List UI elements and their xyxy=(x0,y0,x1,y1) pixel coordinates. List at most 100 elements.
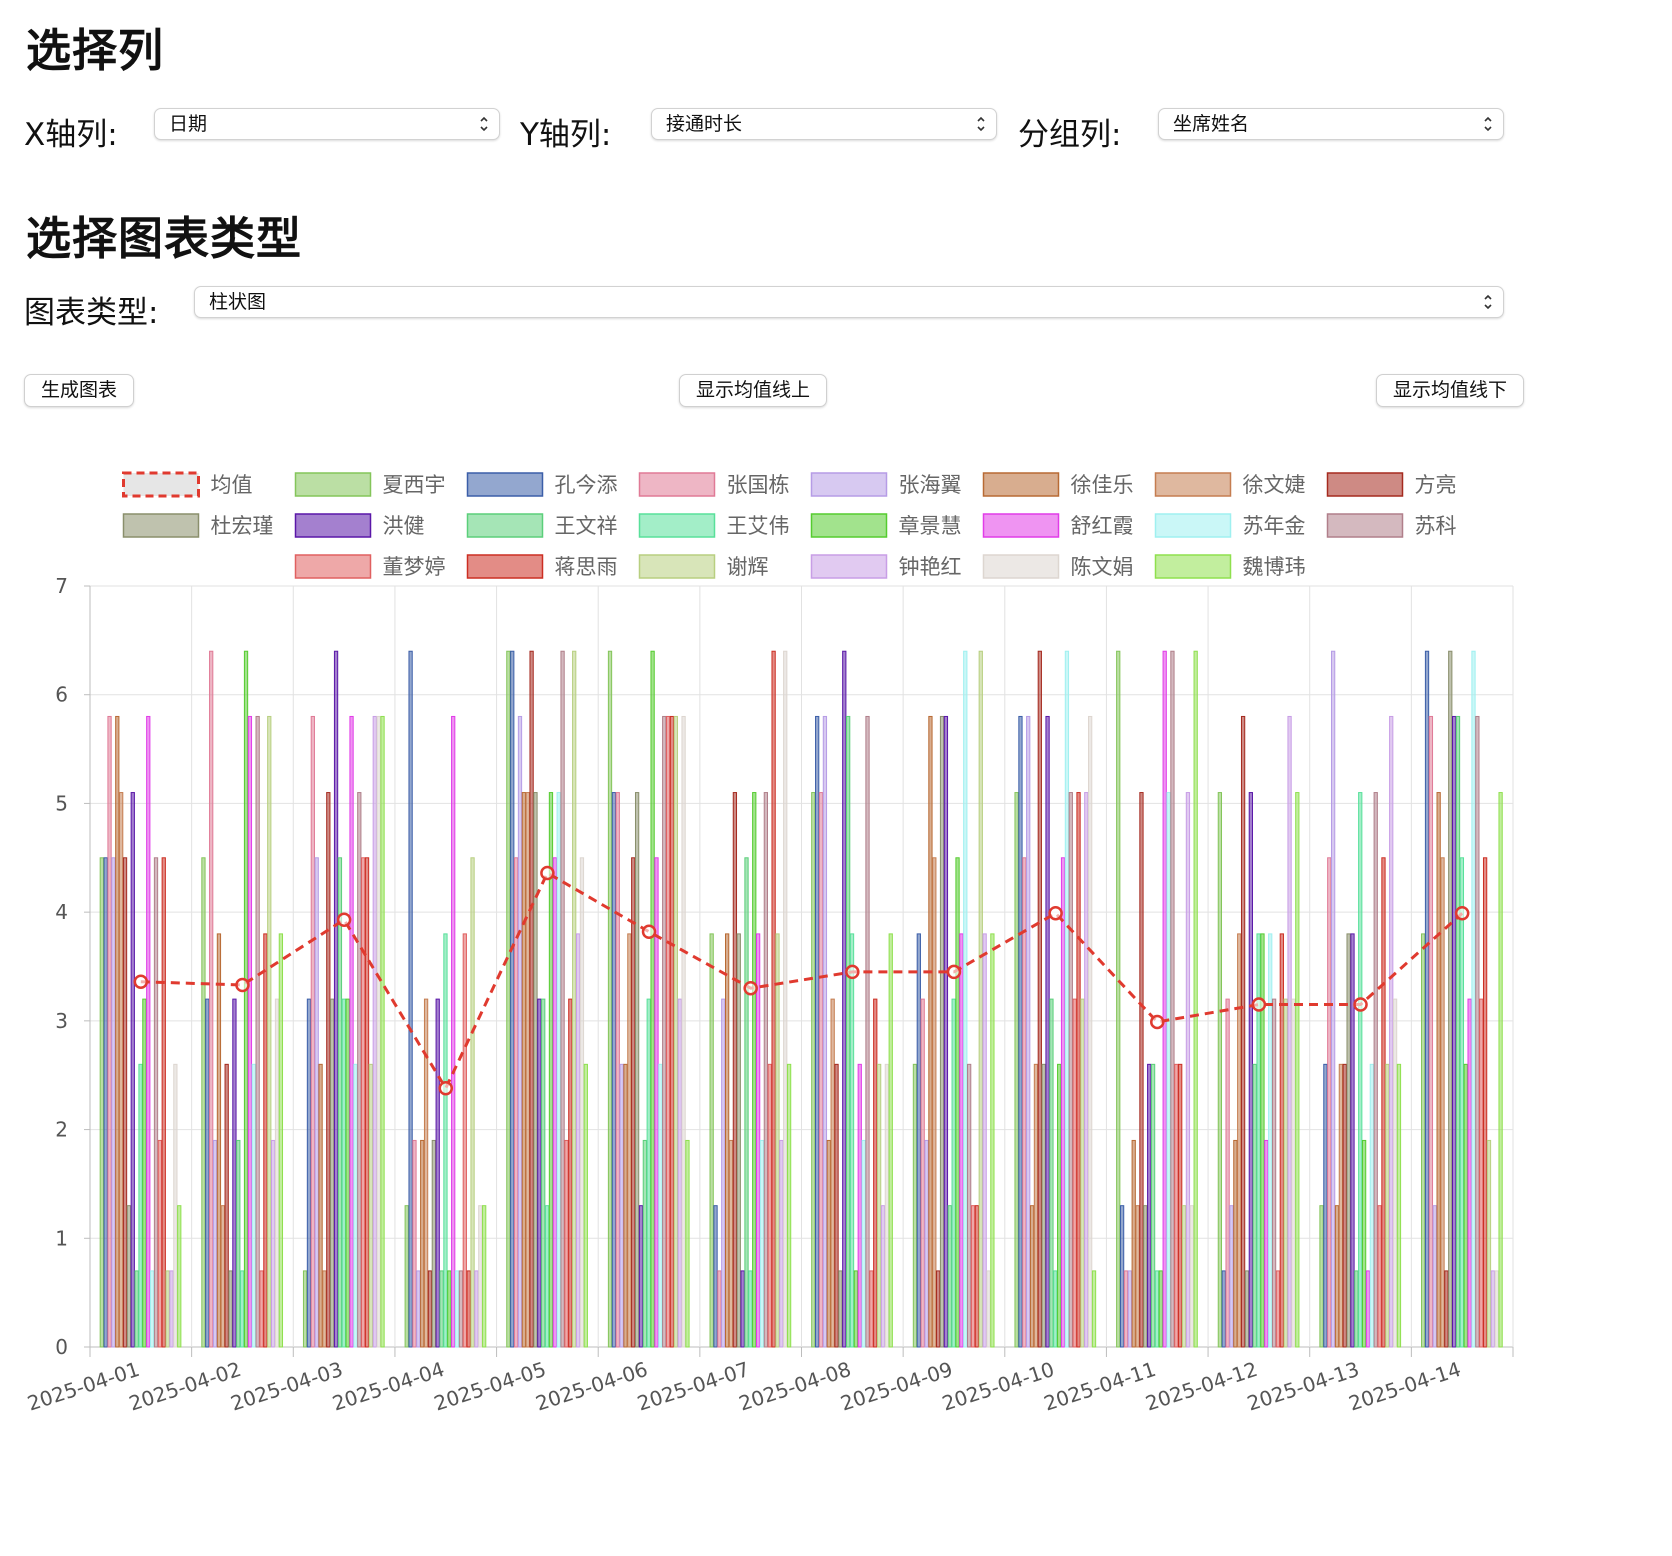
bar xyxy=(228,1270,233,1348)
bar xyxy=(1365,1270,1371,1348)
bar xyxy=(721,998,726,1348)
bar xyxy=(372,715,377,1348)
legend-swatch xyxy=(982,472,1060,497)
bar xyxy=(728,1139,734,1348)
bar xyxy=(665,715,671,1348)
bar xyxy=(1119,1205,1125,1348)
bar xyxy=(1319,1205,1324,1348)
bar xyxy=(560,650,565,1348)
bar xyxy=(1060,857,1066,1348)
bar xyxy=(815,715,820,1348)
bar xyxy=(423,998,429,1348)
legend-label: 王艾伟 xyxy=(727,514,790,538)
mean-point xyxy=(336,912,352,928)
legend-label: 张海翼 xyxy=(899,473,962,497)
bar xyxy=(205,998,210,1348)
bar xyxy=(1022,857,1027,1348)
bar xyxy=(427,1270,433,1348)
bar xyxy=(763,792,769,1348)
group-select[interactable]: 坐席姓名 xyxy=(1158,108,1504,140)
bar xyxy=(1252,1063,1257,1348)
bar xyxy=(583,1063,588,1348)
y-axis-select[interactable]: 接通时长 xyxy=(651,108,997,140)
legend-swatch xyxy=(294,472,372,497)
bar xyxy=(884,1063,890,1348)
bar xyxy=(1471,650,1476,1348)
y-tick-label: 0 xyxy=(55,1335,68,1359)
bar xyxy=(345,998,350,1348)
chart-type-select[interactable]: 柱状图 xyxy=(194,286,1504,318)
bar xyxy=(928,715,933,1348)
bar xyxy=(572,650,577,1348)
generate-chart-button[interactable]: 生成图表 xyxy=(24,374,135,407)
chevron-updown-icon xyxy=(977,116,985,132)
bar xyxy=(681,715,686,1348)
bar xyxy=(353,1063,358,1348)
bar xyxy=(1139,792,1144,1348)
bar xyxy=(1170,650,1175,1348)
bar xyxy=(662,715,667,1348)
legend-label: 苏年金 xyxy=(1243,514,1306,538)
bar xyxy=(177,1205,182,1348)
legend-label: 董梦婷 xyxy=(383,555,446,579)
bar xyxy=(552,857,557,1348)
bar xyxy=(435,998,440,1348)
bar xyxy=(1123,1270,1129,1348)
bar xyxy=(650,650,655,1348)
bar xyxy=(838,1270,843,1348)
bar xyxy=(1072,998,1077,1348)
bar xyxy=(1283,998,1288,1348)
x-axis-select[interactable]: 日期 xyxy=(154,108,500,140)
bar xyxy=(1131,1139,1136,1348)
bar xyxy=(1275,1270,1281,1348)
bar xyxy=(642,1139,647,1348)
bar xyxy=(1225,998,1230,1348)
bar xyxy=(967,1063,972,1348)
bar xyxy=(818,792,824,1348)
bar xyxy=(1143,1205,1148,1348)
bar xyxy=(1264,1139,1269,1348)
bar xyxy=(1373,792,1378,1348)
bar xyxy=(970,1205,976,1348)
bar xyxy=(169,1270,174,1348)
bar xyxy=(1084,792,1089,1348)
bar xyxy=(1037,650,1042,1348)
bar xyxy=(779,1139,784,1348)
x-tick-label: 2025-04-12 xyxy=(1142,1357,1260,1416)
bar xyxy=(744,857,749,1348)
mean-point xyxy=(1251,997,1267,1012)
bar xyxy=(224,1063,229,1348)
x-tick-label: 2025-04-07 xyxy=(634,1357,752,1416)
bar xyxy=(357,792,362,1348)
legend-swatch xyxy=(810,513,888,538)
legend-swatch xyxy=(122,513,200,538)
bar xyxy=(1147,1063,1152,1348)
bar xyxy=(619,1063,624,1348)
bar xyxy=(302,1270,308,1348)
bar xyxy=(243,650,249,1348)
show-below-mean-button[interactable]: 显示均值线下 xyxy=(1376,374,1525,407)
bar xyxy=(122,857,128,1348)
bar xyxy=(349,715,354,1348)
bar xyxy=(153,857,159,1348)
legend-label: 杜宏瑾 xyxy=(211,514,274,538)
bar xyxy=(537,998,542,1348)
bar xyxy=(1237,933,1242,1348)
bar xyxy=(830,998,835,1348)
bar xyxy=(1018,715,1023,1348)
legend-swatch xyxy=(810,554,888,579)
bar xyxy=(474,1270,479,1348)
bar xyxy=(544,1205,550,1348)
bar xyxy=(752,792,757,1348)
bar xyxy=(677,998,682,1348)
bar xyxy=(1444,1270,1449,1348)
bar xyxy=(107,715,112,1348)
bar xyxy=(247,715,253,1348)
show-above-mean-button[interactable]: 显示均值线上 xyxy=(679,374,828,407)
bar xyxy=(834,1063,839,1348)
y-tick-label: 3 xyxy=(55,1009,68,1033)
x-tick-label: 2025-04-03 xyxy=(228,1357,346,1416)
bar xyxy=(482,1205,487,1348)
bar xyxy=(451,715,456,1348)
bar xyxy=(888,933,893,1348)
